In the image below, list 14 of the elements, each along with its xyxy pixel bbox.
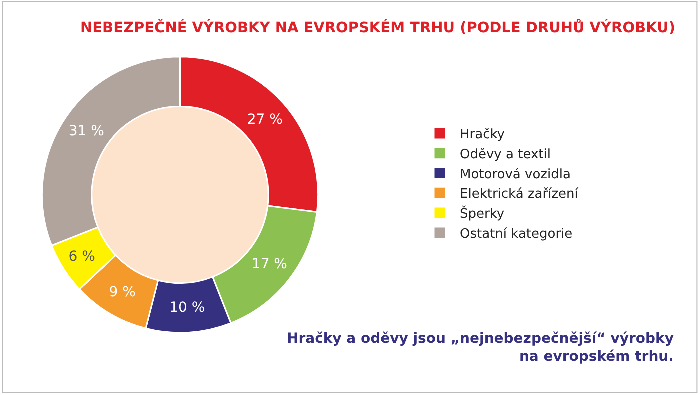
legend-label: Motorová vozidla	[460, 167, 571, 182]
data-label: 9 %	[109, 284, 136, 300]
legend-label: Šperky	[460, 205, 505, 222]
legend-label: Oděvy a textil	[460, 147, 551, 162]
legend-label: Hračky	[460, 128, 506, 143]
legend-label: Ostatní kategorie	[460, 227, 573, 242]
chart-title: NEBEZPEČNÉ VÝROBKY NA EVROPSKÉM TRHU (PODLE DRUHŮ VÝROBKU)	[80, 18, 676, 37]
data-label: 10 %	[170, 300, 206, 316]
text: Hračky a oděvy jsou „nejnebezpečnější“ výrobky na evropském trhu.	[287, 331, 674, 366]
legend-label: Elektrická zařízení	[460, 187, 579, 202]
data-label: 6 %	[68, 249, 96, 266]
data-label: 17 %	[252, 256, 288, 272]
data-label: 27 %	[247, 112, 283, 128]
data-label: 31 %	[68, 123, 104, 140]
